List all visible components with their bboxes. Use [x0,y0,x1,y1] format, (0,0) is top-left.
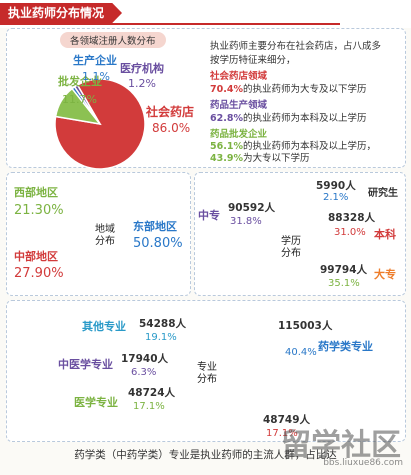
region-label-central: 中部地区 [14,250,58,263]
section-region-panel [6,172,191,296]
edu-count-bachelor: 88328人 [328,212,376,224]
edu-count-graduate: 5990人 [316,180,356,192]
major-label-other: 其他专业 [82,320,126,333]
edu-label-graduate: 研究生 [368,188,398,199]
note-pharmacy-text: 70.4%的执业药师为大专及以下学历 [210,81,366,95]
note-pharmacy-pct: 70.4% [210,84,243,95]
major-count-tcmpharm: 48749人 [263,414,311,426]
major-value-medicine: 17.1% [133,401,165,412]
pie-value-medical: 1.2% [128,77,156,90]
note-production-rest: 的执业药师为本科及以上学历 [242,113,367,124]
region-label-west: 西部地区 [14,186,58,199]
pie-value-wholesale: 11.7% [62,93,97,106]
major-value-other: 19.1% [145,332,177,343]
region-label-east: 东部地区 [133,220,177,233]
page-title: 执业药师分布情况 [0,3,123,23]
edu-label-zhongzhuan: 中专 [198,209,220,222]
major-count-pharmacy: 115003人 [278,320,333,332]
edu-count-dazhuan: 99794人 [320,264,368,276]
edu-count-zhongzhuan: 90592人 [228,202,276,214]
pie-label-medical: 医疗机构 [120,62,164,75]
edu-value-bachelor: 31.0% [334,227,366,238]
edu-label-bachelor: 本科 [374,228,396,241]
watermark-url: bbs.liuxue86.com [323,458,403,468]
pie-label-pharmacy: 社会药店 [146,105,195,119]
edu-label-dazhuan: 大专 [374,268,396,281]
label-wholesale-name: 批发企业 [58,75,102,88]
major-label-medicine: 医学专业 [74,396,118,409]
note-pharmacy-title: 社会药店领域 [210,71,268,82]
pie-label-wholesale: 批发企业 [58,73,102,89]
note-pharmacy-rest: 的执业药师为大专及以下学历 [242,84,367,95]
note-wholesale-text-2: 43.9%为大专以下学历 [210,150,309,164]
major-count-tcm: 17940人 [121,353,169,365]
major-label-tcm: 中医学专业 [58,358,113,371]
note-wholesale-pct-1: 56.1% [210,141,243,152]
note-production-text: 62.8%的执业药师为本科及以上学历 [210,110,366,124]
region-value-west: 21.30% [14,203,64,218]
edu-value-zhongzhuan: 31.8% [230,216,262,227]
region-value-central: 27.90% [14,266,64,281]
note-wholesale-pct-2: 43.9% [210,153,243,164]
header-divider [0,23,340,25]
major-count-medicine: 48724人 [128,387,176,399]
field-pie [54,78,146,170]
section-education-panel [194,172,406,296]
region-center-label: 地域 分布 [95,224,115,247]
watermark-logo: 留学社区 [281,428,401,463]
field-pill-label: 各领域注册人数分布 [60,32,166,48]
pie-value-pharmacy: 86.0% [152,121,191,135]
region-value-east: 50.80% [133,236,183,251]
major-value-tcm: 6.3% [131,367,157,378]
note-wholesale-rest-2: 为大专以下学历 [242,153,310,164]
note-production-pct: 62.8% [210,113,243,124]
major-count-other: 54288人 [139,318,187,330]
major-label-pharmacy: 药学类专业 [318,340,373,353]
note-wholesale-title: 药品批发企业 [210,129,268,140]
note-wholesale-rest-1: 的执业药师为本科及以上学历， [242,141,376,152]
education-center-label: 学历 分布 [281,236,301,259]
note-production-title: 药品生产领域 [210,100,268,111]
pie-label-production: 生产企业 [73,54,117,67]
pie-value-production: 1.1% [82,70,110,83]
description-line-1: 执业药师主要分布在社会药店，占八成多 [210,41,382,52]
description-line-2: 按学历特征来细分， [210,55,296,66]
footer-summary: 药学类（中药学类）专业是执业药师的主流人群，占比达 [74,449,337,461]
edu-value-dazhuan: 35.1% [328,278,360,289]
major-value-tcmpharm: 17.1% [266,428,298,439]
major-value-pharmacy: 40.4% [285,347,317,358]
field-slice-3 [73,84,101,125]
note-wholesale-text-1: 56.1%的执业药师为本科及以上学历， [210,138,376,152]
edu-value-graduate: 2.1% [323,192,349,203]
major-center-label: 专业 分布 [197,362,217,385]
section-major-panel [6,300,406,442]
